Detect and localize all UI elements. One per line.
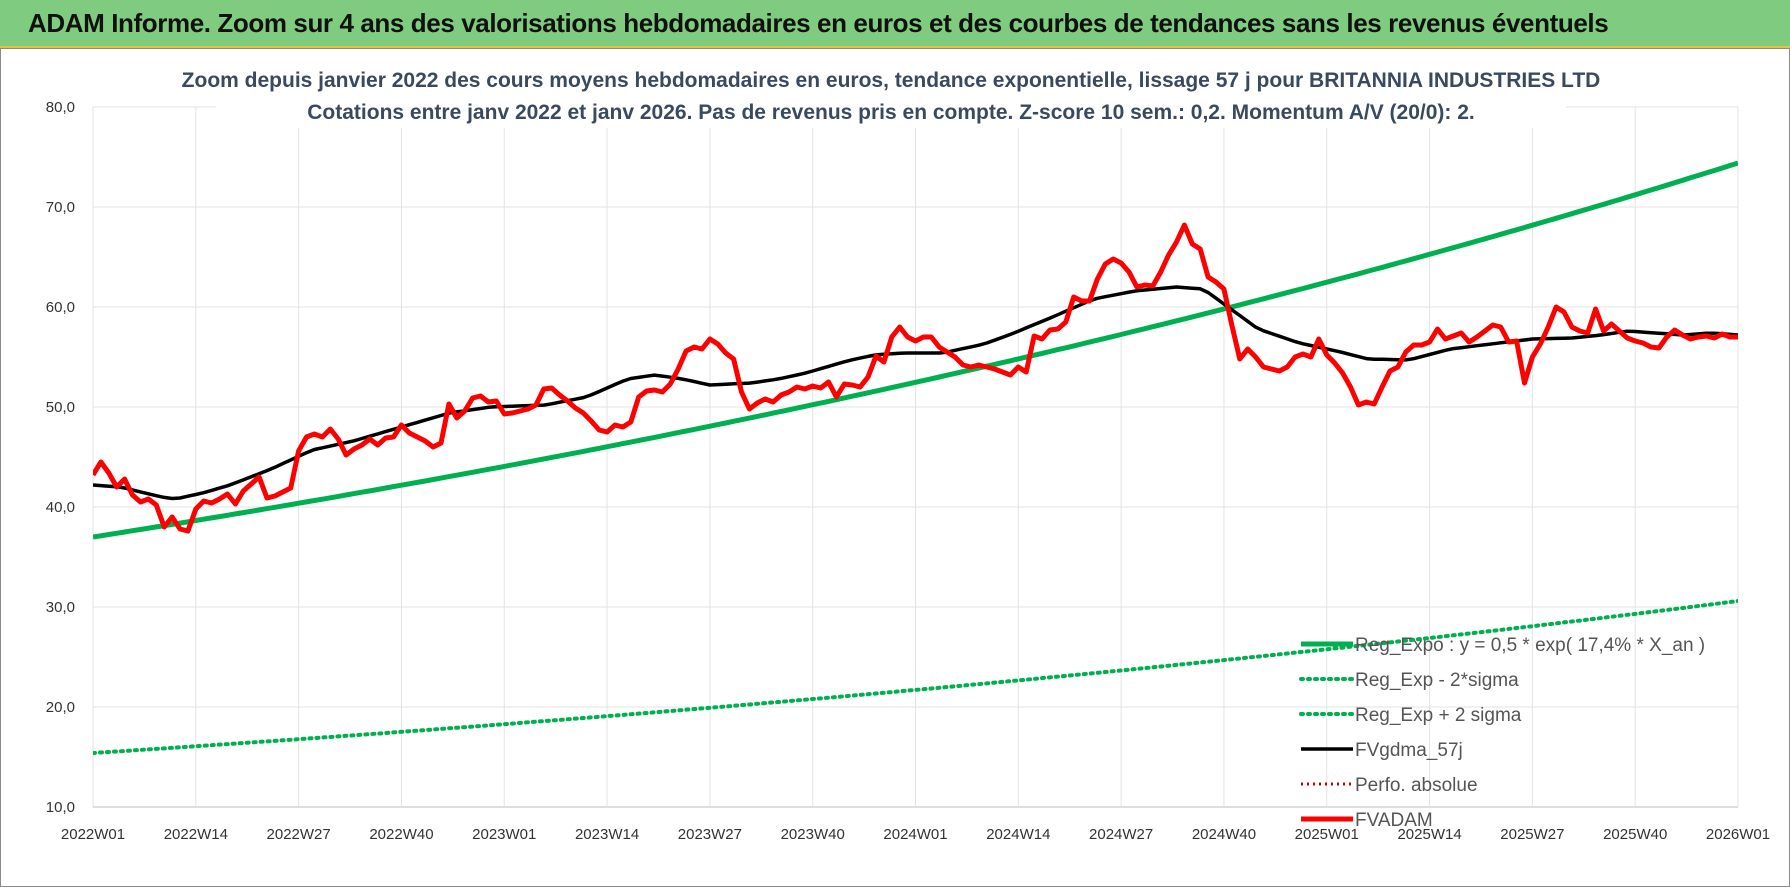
report-banner: ADAM Informe. Zoom sur 4 ans des valoris… <box>0 0 1790 48</box>
chart-frame: 10,0 20,0 30,0 40,0 50,0 60,0 70,0 80,0 2022W01… <box>0 48 1790 887</box>
legend-label: Reg_Exp + 2 sigma <box>1355 705 1522 726</box>
chart-grid <box>92 106 1739 808</box>
x-tick-label: 2022W40 <box>369 826 433 843</box>
x-tick-label: 2023W14 <box>575 826 639 843</box>
x-tick-label: 2022W01 <box>61 826 125 843</box>
x-tick-label: 2026W01 <box>1706 826 1770 843</box>
y-tick-label: 80,0 <box>46 99 75 116</box>
x-tick-label: 2024W27 <box>1089 826 1153 843</box>
legend-label: Perfo. absolue <box>1355 775 1478 796</box>
x-tick-label: 2023W40 <box>781 826 845 843</box>
x-tick-label: 2025W27 <box>1500 826 1564 843</box>
y-tick-label: 20,0 <box>46 699 75 716</box>
chart-legend: Reg_Expo : y = 0,5 * exp( 17,4% * X_an )… <box>1299 635 1705 831</box>
x-tick-label: 2024W40 <box>1192 826 1256 843</box>
x-tick-label: 2023W27 <box>678 826 742 843</box>
y-tick-label: 50,0 <box>46 399 75 416</box>
title-background <box>216 58 1566 128</box>
chart-titles: Zoom depuis janvier 2022 des cours moyen… <box>182 58 1601 128</box>
x-tick-label: 2024W01 <box>883 826 947 843</box>
x-tick-label: 2022W14 <box>164 826 228 843</box>
legend-label: Reg_Expo : y = 0,5 * exp( 17,4% * X_an ) <box>1355 635 1705 656</box>
x-axis: 2022W01 2022W14 2022W27 2022W40 2023W01 2023W… <box>61 826 1770 843</box>
legend-label: Reg_Exp - 2*sigma <box>1355 670 1519 691</box>
legend-label: FVADAM <box>1355 810 1433 831</box>
y-tick-label: 10,0 <box>46 799 75 816</box>
x-tick-label: 2023W01 <box>472 826 536 843</box>
series-line-black-solid <box>93 285 1738 501</box>
report-title: ADAM Informe. Zoom sur 4 ans des valoris… <box>28 8 1609 38</box>
x-tick-label: 2024W14 <box>986 826 1050 843</box>
y-axis: 10,0 20,0 30,0 40,0 50,0 60,0 70,0 80,0 <box>46 99 75 816</box>
series-line-green-solid <box>93 160 1738 540</box>
x-tick-label: 2025W01 <box>1295 826 1359 843</box>
x-tick-label: 2025W14 <box>1397 826 1461 843</box>
series-layer <box>93 160 1738 755</box>
chart-title-line1: Zoom depuis janvier 2022 des cours moyen… <box>182 69 1601 92</box>
x-tick-label: 2022W27 <box>267 826 331 843</box>
y-tick-label: 40,0 <box>46 499 75 516</box>
series-line-green-dotted <box>93 599 1738 755</box>
legend-label: FVgdma_57j <box>1355 740 1463 761</box>
series-line-red-solid <box>93 222 1738 534</box>
price-chart: 10,0 20,0 30,0 40,0 50,0 60,0 70,0 80,0 2022W01… <box>46 58 1770 843</box>
y-tick-label: 30,0 <box>46 599 75 616</box>
y-tick-label: 60,0 <box>46 299 75 316</box>
chart-title-line2: Cotations entre janv 2022 et janv 2026. … <box>307 101 1475 124</box>
x-tick-label: 2025W40 <box>1603 826 1667 843</box>
y-tick-label: 70,0 <box>46 199 75 216</box>
